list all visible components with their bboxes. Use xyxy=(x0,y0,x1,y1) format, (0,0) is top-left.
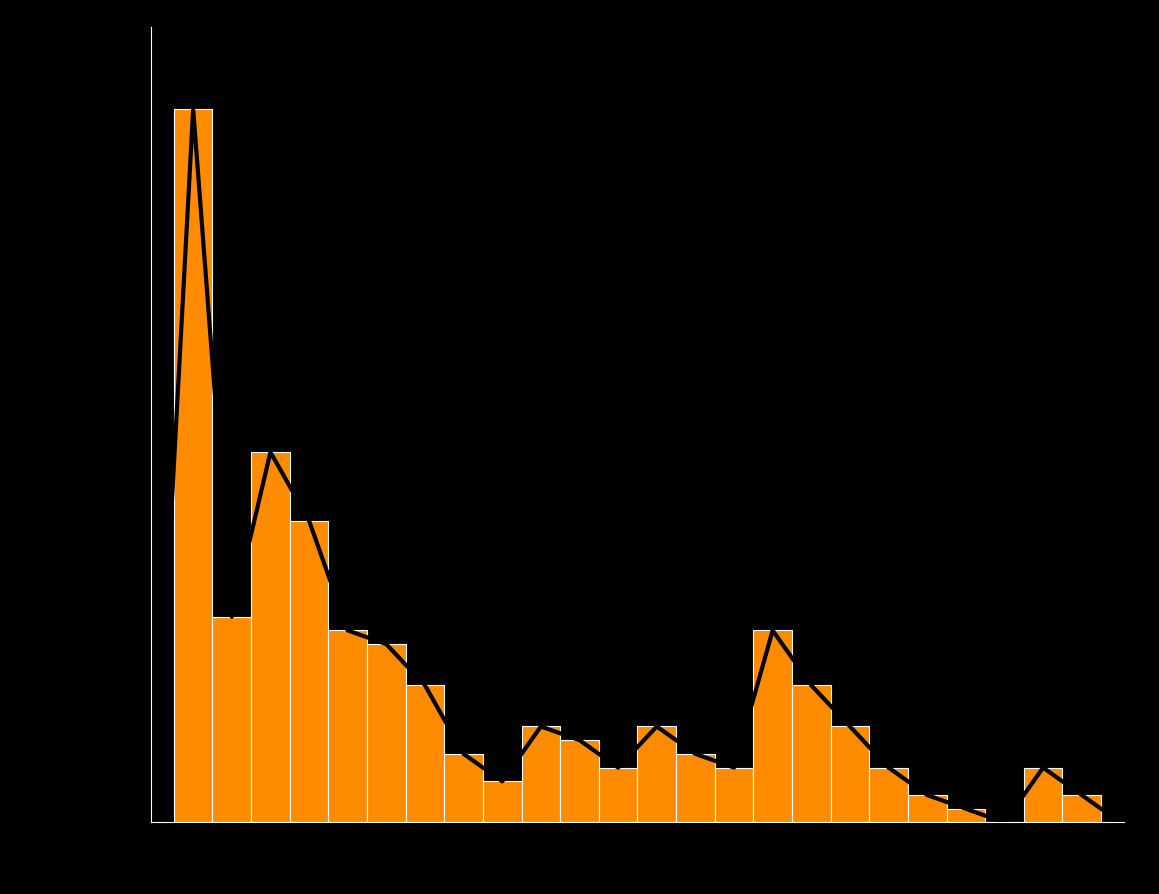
Bar xyxy=(676,754,715,822)
Bar xyxy=(1023,768,1063,822)
Bar xyxy=(212,617,252,822)
Bar xyxy=(522,727,560,822)
Bar xyxy=(869,768,907,822)
Bar xyxy=(174,109,212,822)
Bar xyxy=(290,520,328,822)
Bar xyxy=(328,630,367,822)
Bar xyxy=(560,740,599,822)
Bar xyxy=(637,727,676,822)
Bar xyxy=(792,686,831,822)
Bar xyxy=(907,795,947,822)
Bar xyxy=(753,630,792,822)
Bar xyxy=(367,645,406,822)
Bar xyxy=(444,754,483,822)
Bar xyxy=(599,768,637,822)
Bar xyxy=(715,768,753,822)
Bar xyxy=(1063,795,1101,822)
Bar xyxy=(483,781,522,822)
Bar xyxy=(252,452,290,822)
Bar xyxy=(947,809,985,822)
Bar xyxy=(406,686,444,822)
Bar xyxy=(831,727,869,822)
